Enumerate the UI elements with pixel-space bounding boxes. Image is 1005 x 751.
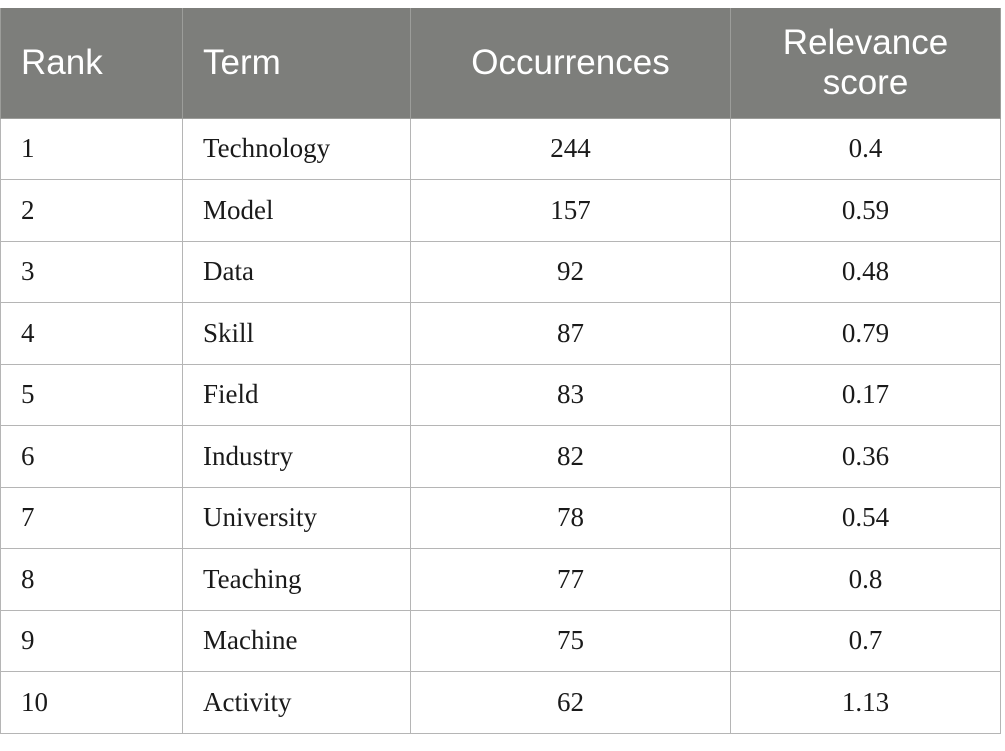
cell-rank: 8 [0, 548, 183, 611]
cell-rank: 5 [0, 363, 183, 426]
cell-term: Model [182, 179, 411, 242]
table-row: 5 Field 83 0.17 [0, 363, 1001, 426]
cell-term: Teaching [182, 548, 411, 611]
table-body: 1 Technology 244 0.4 2 Model 157 0.59 3 … [0, 117, 1001, 734]
cell-term: University [182, 486, 411, 549]
cell-occurrences: 244 [410, 117, 731, 180]
table-row: 6 Industry 82 0.36 [0, 425, 1001, 488]
cell-occurrences: 78 [410, 486, 731, 549]
table-header: Rank Term Occurrences Relevance score [0, 8, 1001, 119]
cell-term: Field [182, 363, 411, 426]
cell-relevance-score: 0.8 [730, 548, 1001, 611]
table-row: 8 Teaching 77 0.8 [0, 548, 1001, 611]
table-row: 2 Model 157 0.59 [0, 179, 1001, 242]
cell-term: Technology [182, 117, 411, 180]
cell-term: Activity [182, 671, 411, 734]
header-row: Rank Term Occurrences Relevance score [0, 8, 1001, 119]
cell-relevance-score: 0.4 [730, 117, 1001, 180]
cell-occurrences: 157 [410, 179, 731, 242]
cell-rank: 10 [0, 671, 183, 734]
cell-relevance-score: 0.54 [730, 486, 1001, 549]
table-row: 4 Skill 87 0.79 [0, 302, 1001, 365]
cell-occurrences: 75 [410, 609, 731, 672]
cell-rank: 9 [0, 609, 183, 672]
cell-occurrences: 87 [410, 302, 731, 365]
cell-relevance-score: 0.79 [730, 302, 1001, 365]
table-row: 7 University 78 0.54 [0, 486, 1001, 549]
cell-rank: 1 [0, 117, 183, 180]
header-relevance-score: Relevance score [730, 8, 1001, 119]
cell-term: Skill [182, 302, 411, 365]
cell-rank: 2 [0, 179, 183, 242]
cell-occurrences: 62 [410, 671, 731, 734]
cell-rank: 4 [0, 302, 183, 365]
header-occurrences: Occurrences [410, 8, 731, 119]
cell-relevance-score: 0.36 [730, 425, 1001, 488]
table-row: 3 Data 92 0.48 [0, 240, 1001, 303]
header-rank: Rank [0, 8, 183, 119]
cell-occurrences: 77 [410, 548, 731, 611]
cell-rank: 7 [0, 486, 183, 549]
terms-table-container: Rank Term Occurrences Relevance score 1 … [0, 8, 1001, 734]
cell-term: Data [182, 240, 411, 303]
cell-occurrences: 82 [410, 425, 731, 488]
cell-occurrences: 83 [410, 363, 731, 426]
cell-relevance-score: 0.48 [730, 240, 1001, 303]
table-row: 10 Activity 62 1.13 [0, 671, 1001, 734]
cell-relevance-score: 0.17 [730, 363, 1001, 426]
cell-term: Industry [182, 425, 411, 488]
table-row: 1 Technology 244 0.4 [0, 117, 1001, 180]
cell-rank: 3 [0, 240, 183, 303]
cell-relevance-score: 0.59 [730, 179, 1001, 242]
cell-rank: 6 [0, 425, 183, 488]
terms-table: Rank Term Occurrences Relevance score 1 … [0, 8, 1001, 734]
table-row: 9 Machine 75 0.7 [0, 609, 1001, 672]
cell-term: Machine [182, 609, 411, 672]
header-term: Term [182, 8, 411, 119]
cell-occurrences: 92 [410, 240, 731, 303]
cell-relevance-score: 0.7 [730, 609, 1001, 672]
cell-relevance-score: 1.13 [730, 671, 1001, 734]
